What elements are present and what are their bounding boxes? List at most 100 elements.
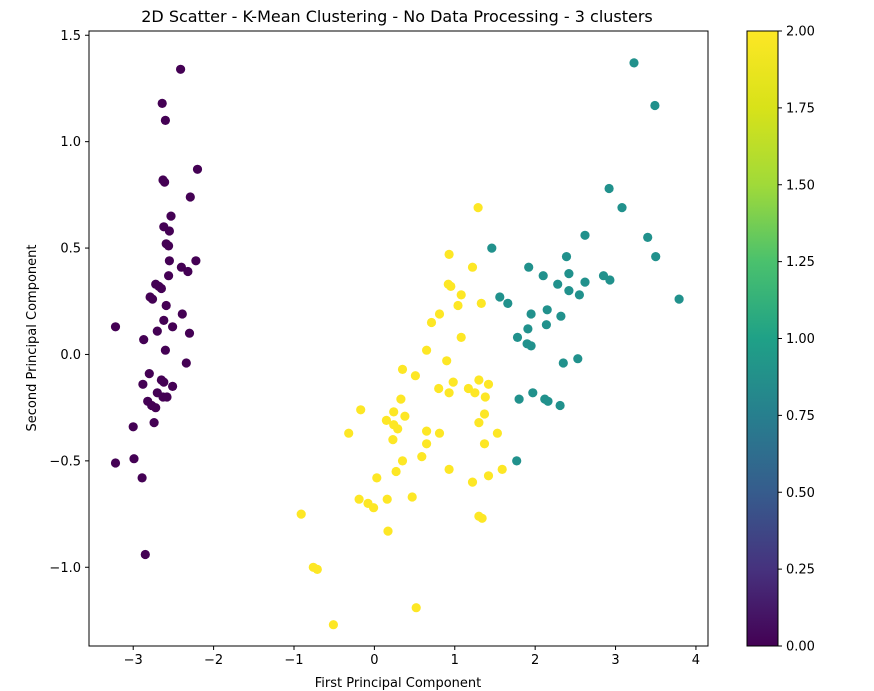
data-point-cluster-2 — [381, 415, 391, 425]
data-point-cluster-2 — [422, 439, 432, 449]
data-point-cluster-2 — [483, 471, 494, 481]
data-point-cluster-0 — [164, 256, 174, 266]
data-point-cluster-0 — [156, 283, 166, 294]
data-point-cluster-1 — [574, 290, 585, 300]
data-point-cluster-2 — [453, 300, 463, 311]
y-tick-label: 0.5 — [60, 242, 81, 257]
x-axis-label: First Principal Component — [315, 676, 482, 691]
data-point-cluster-2 — [442, 356, 452, 366]
data-point-cluster-2 — [492, 428, 502, 438]
data-point-cluster-2 — [397, 364, 408, 374]
x-tick-label: −3 — [124, 653, 143, 668]
data-point-cluster-1 — [650, 100, 660, 111]
colorbar-tick-label: 2.00 — [786, 25, 815, 40]
data-point-cluster-1 — [643, 232, 653, 242]
data-point-cluster-2 — [372, 473, 382, 483]
data-point-cluster-2 — [456, 290, 466, 300]
y-tick-label: 1.0 — [60, 135, 81, 150]
data-point-cluster-2 — [444, 464, 454, 474]
data-point-cluster-0 — [137, 473, 147, 483]
data-point-cluster-2 — [391, 466, 401, 477]
data-point-cluster-1 — [573, 354, 583, 364]
data-point-cluster-0 — [164, 226, 174, 236]
data-point-cluster-2 — [446, 281, 456, 291]
data-point-cluster-0 — [160, 177, 170, 187]
data-point-cluster-2 — [463, 383, 473, 394]
data-point-cluster-0 — [144, 369, 154, 379]
data-point-cluster-2 — [476, 298, 486, 308]
data-point-cluster-0 — [159, 315, 169, 325]
data-point-cluster-2 — [422, 345, 432, 355]
data-point-cluster-1 — [495, 292, 505, 302]
x-tick-label: 3 — [611, 653, 619, 668]
chart-title: 2D Scatter - K-Mean Clustering - No Data… — [141, 7, 653, 26]
data-point-cluster-2 — [479, 409, 490, 419]
data-point-cluster-2 — [388, 435, 398, 445]
data-point-cluster-2 — [397, 456, 408, 466]
y-tick-label: −1.0 — [49, 561, 81, 576]
x-tick-label: −2 — [204, 653, 223, 668]
colorbar-ticks: 0.00 0.25 0.50 0.75 1.00 1.25 1.50 1.75 2.00 — [778, 25, 815, 655]
colorbar-tick-label: 0.25 — [786, 563, 815, 578]
data-point-cluster-2 — [356, 405, 366, 415]
data-point-cluster-2 — [369, 503, 379, 513]
data-point-cluster-1 — [564, 286, 574, 296]
data-point-cluster-1 — [541, 320, 552, 330]
data-point-cluster-0 — [129, 454, 139, 464]
data-point-cluster-1 — [523, 324, 533, 334]
data-point-cluster-1 — [580, 230, 590, 240]
x-tick-label: −1 — [284, 653, 303, 668]
data-point-cluster-2 — [470, 388, 480, 398]
data-point-cluster-1 — [629, 58, 639, 68]
data-point-cluster-2 — [396, 394, 406, 404]
data-point-cluster-2 — [344, 428, 354, 438]
data-point-cluster-1 — [512, 456, 522, 466]
data-point-cluster-2 — [467, 262, 478, 272]
colorbar-tick-label: 0.00 — [786, 640, 815, 655]
data-point-cluster-0 — [168, 322, 178, 332]
data-point-cluster-0 — [160, 115, 170, 125]
data-point-cluster-2 — [354, 494, 364, 504]
data-point-cluster-2 — [382, 494, 392, 504]
data-point-cluster-1 — [512, 332, 523, 342]
data-point-cluster-2 — [477, 513, 487, 523]
data-point-cluster-0 — [181, 358, 191, 368]
data-point-cluster-0 — [139, 335, 149, 345]
data-point-cluster-2 — [483, 379, 494, 389]
data-point-cluster-0 — [138, 379, 148, 389]
data-point-cluster-2 — [479, 439, 490, 449]
x-axis-ticks: −3 −2 −1 0 1 2 3 4 — [124, 646, 700, 668]
data-point-cluster-0 — [164, 241, 174, 251]
data-point-cluster-0 — [161, 300, 171, 311]
colorbar-tick-label: 1.25 — [786, 255, 815, 270]
data-point-cluster-1 — [543, 396, 553, 406]
data-point-cluster-2 — [467, 477, 478, 487]
data-point-cluster-0 — [176, 64, 186, 74]
data-point-cluster-0 — [162, 392, 172, 402]
data-point-cluster-0 — [160, 345, 170, 355]
data-point-cluster-0 — [176, 262, 186, 272]
data-point-cluster-1 — [514, 394, 524, 404]
data-point-cluster-2 — [296, 509, 306, 519]
data-point-cluster-0 — [151, 403, 161, 413]
data-point-cluster-2 — [328, 620, 338, 630]
data-point-cluster-0 — [140, 549, 150, 560]
data-point-cluster-1 — [674, 294, 684, 304]
y-tick-label: 1.5 — [60, 29, 81, 44]
data-point-cluster-2 — [456, 332, 466, 342]
data-point-cluster-1 — [555, 400, 565, 411]
data-point-cluster-0 — [149, 418, 159, 428]
x-tick-label: 2 — [531, 653, 539, 668]
data-point-cluster-1 — [564, 269, 574, 279]
data-point-cluster-0 — [192, 164, 203, 174]
y-tick-label: −0.5 — [49, 454, 81, 469]
x-tick-label: 4 — [692, 653, 700, 668]
data-point-cluster-0 — [157, 98, 167, 108]
colorbar-tick-label: 1.50 — [786, 178, 815, 193]
data-point-cluster-2 — [407, 492, 417, 502]
data-point-cluster-2 — [411, 603, 421, 613]
data-point-cluster-1 — [556, 311, 566, 321]
data-point-cluster-2 — [383, 526, 393, 536]
data-point-cluster-2 — [497, 464, 507, 474]
data-point-cluster-1 — [528, 388, 538, 398]
